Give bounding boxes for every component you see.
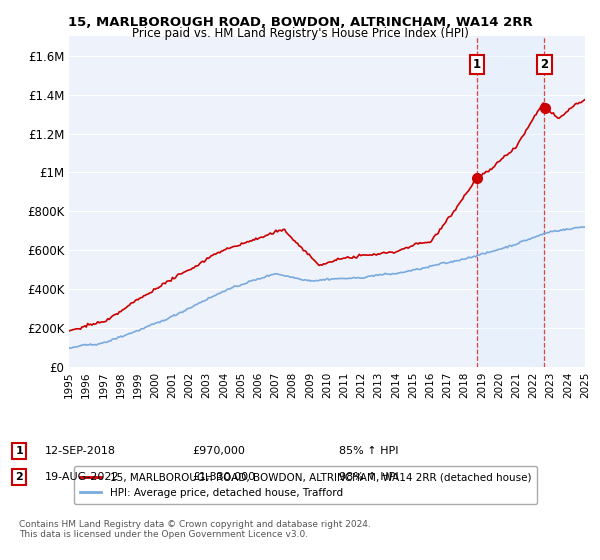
Text: 12-SEP-2018: 12-SEP-2018 <box>45 446 116 456</box>
Text: 98% ↑ HPI: 98% ↑ HPI <box>339 472 398 482</box>
Text: 2: 2 <box>540 58 548 71</box>
Text: 2: 2 <box>16 472 23 482</box>
Legend: 15, MARLBOROUGH ROAD, BOWDON, ALTRINCHAM, WA14 2RR (detached house), HPI: Averag: 15, MARLBOROUGH ROAD, BOWDON, ALTRINCHAM… <box>74 466 538 504</box>
Text: 19-AUG-2022: 19-AUG-2022 <box>45 472 119 482</box>
Bar <box>477 36 544 367</box>
Text: 1: 1 <box>473 58 481 71</box>
Text: £970,000: £970,000 <box>192 446 245 456</box>
Text: Contains HM Land Registry data © Crown copyright and database right 2024.
This d: Contains HM Land Registry data © Crown c… <box>19 520 371 539</box>
Text: 1: 1 <box>16 446 23 456</box>
Text: Price paid vs. HM Land Registry's House Price Index (HPI): Price paid vs. HM Land Registry's House … <box>131 27 469 40</box>
Text: 85% ↑ HPI: 85% ↑ HPI <box>339 446 398 456</box>
Text: 15, MARLBOROUGH ROAD, BOWDON, ALTRINCHAM, WA14 2RR: 15, MARLBOROUGH ROAD, BOWDON, ALTRINCHAM… <box>68 16 532 29</box>
Text: £1,330,000: £1,330,000 <box>192 472 255 482</box>
